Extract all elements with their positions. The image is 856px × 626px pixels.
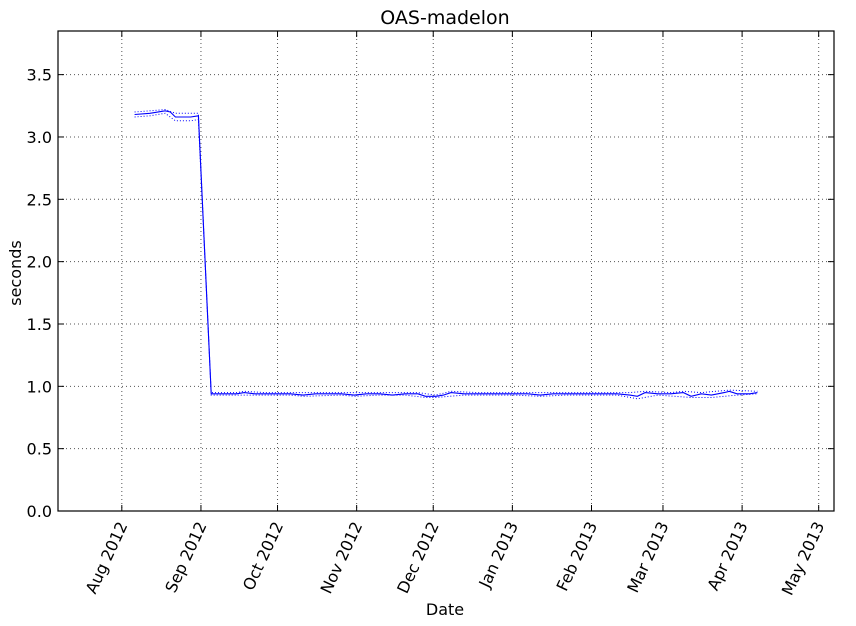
grid	[58, 31, 834, 511]
y-tick-label: 2.5	[27, 190, 52, 209]
y-tick-label: 2.0	[27, 253, 52, 272]
series-layer	[134, 108, 758, 400]
y-axis-label: seconds	[6, 240, 25, 305]
series-line-mean	[134, 110, 758, 397]
y-tick-label: 1.5	[27, 315, 52, 334]
series-line-bound-2	[134, 112, 758, 400]
y-tick-label: 0.5	[27, 440, 52, 459]
y-tick-label: 1.0	[27, 377, 52, 396]
x-axis-label: Date	[426, 600, 464, 619]
plot-frame	[57, 30, 835, 512]
y-tick-label: 3.0	[27, 128, 52, 147]
y-tick-label: 3.5	[27, 66, 52, 85]
y-tick-label: 0.0	[27, 502, 52, 521]
chart-title: OAS-madelon	[380, 7, 509, 29]
